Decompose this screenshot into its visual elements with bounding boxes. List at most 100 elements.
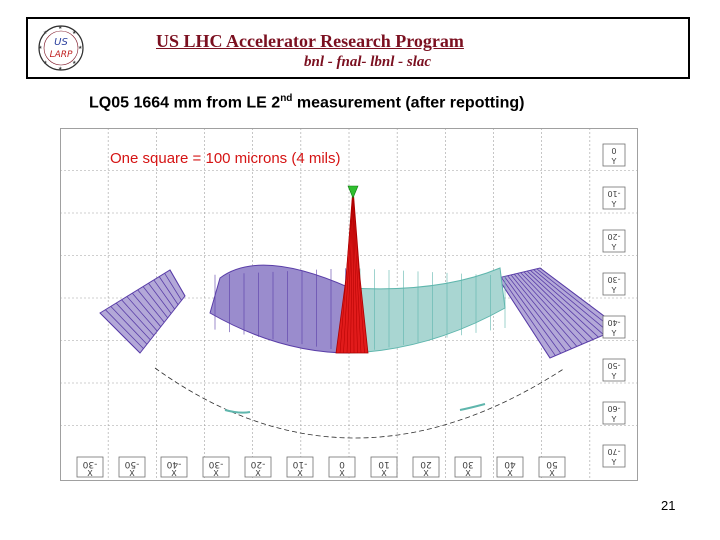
- left-pole-hatch: [132, 292, 162, 327]
- x-tick-label: 20: [420, 459, 432, 469]
- right-pole-hatch: [533, 269, 610, 333]
- page-number: 21: [661, 498, 676, 513]
- right-pole-hatch: [517, 273, 583, 345]
- scale-note: One square = 100 microns (4 mils): [110, 150, 341, 167]
- y-tick-label: -20: [607, 232, 620, 241]
- y-tick-label: -50: [607, 361, 620, 370]
- red-spike-hatch: [339, 189, 354, 354]
- svg-text:★: ★: [38, 45, 43, 51]
- x-axis-letter: X: [213, 469, 219, 478]
- spike-marker: [347, 185, 359, 199]
- left-pole-hatch: [110, 306, 148, 345]
- arc-highlight-left: [224, 409, 251, 414]
- svg-text:LARP: LARP: [50, 50, 73, 60]
- red-spike-hatch: [352, 189, 355, 354]
- x-axis-letter: X: [423, 469, 429, 478]
- y-tick-box: [602, 229, 626, 253]
- svg-text:★: ★: [43, 30, 48, 36]
- y-tick-label: -60: [607, 404, 620, 413]
- x-axis-letter: X: [507, 469, 513, 478]
- y-axis-letter: Y: [611, 243, 617, 252]
- red-spike-hatch: [352, 189, 365, 354]
- measurement-surface: [99, 185, 621, 359]
- left-pole-hatch: [99, 312, 141, 354]
- right-pole-hatch: [500, 277, 556, 356]
- reference-arc: [154, 367, 566, 439]
- x-tick-box: [328, 456, 356, 478]
- x-tick-box: [76, 456, 104, 478]
- program-title: US LHC Accelerator Research Program: [156, 31, 464, 51]
- svg-text:US: US: [54, 37, 68, 48]
- x-tick-label: -30: [208, 459, 223, 469]
- svg-text:★: ★: [43, 60, 48, 66]
- right-pole-hatch: [507, 275, 567, 352]
- arc-highlight-right: [459, 403, 486, 411]
- y-tick-label: -40: [607, 318, 620, 327]
- x-tick-label: -10: [292, 459, 307, 469]
- x-tick-label: 50: [546, 459, 558, 469]
- x-tick-label: -20: [250, 459, 265, 469]
- lab-list: bnl - fnal- lbnl - slac: [304, 54, 432, 70]
- left-pole-hatch: [126, 296, 158, 332]
- x-axis-letter: X: [171, 469, 177, 478]
- right-pole-hatch: [523, 271, 594, 340]
- x-axis-letter: X: [297, 469, 303, 478]
- right-pole-hatch: [497, 277, 551, 359]
- right-pole-hatch: [526, 270, 599, 338]
- us-larp-logo: ★ ★ ★ ★ ★ ★ ★ ★ US LARP: [38, 25, 84, 72]
- left-pole-hatch: [121, 299, 155, 336]
- x-tick-label: 40: [504, 459, 516, 469]
- x-tick-label: 10: [378, 459, 390, 469]
- center-band-left: [209, 264, 351, 354]
- right-pole-hatch: [530, 270, 605, 336]
- x-tick-box: [202, 456, 230, 478]
- y-tick-label: -10: [607, 189, 620, 198]
- x-tick-label: -40: [166, 459, 181, 469]
- x-tick-box: [160, 456, 188, 478]
- x-tick-label: -30: [82, 459, 97, 469]
- left-pole-hatch: [164, 273, 182, 301]
- y-tick-box: [602, 272, 626, 296]
- red-spike-hatch: [343, 189, 354, 354]
- y-tick-label: -30: [607, 275, 620, 284]
- y-axis: 0 Y -10 Y -20 Y -30 Y -40 Y -50 Y -60 Y -70 Y: [602, 143, 626, 468]
- x-axis-letter: X: [255, 469, 261, 478]
- left-pole-hatch: [142, 286, 169, 319]
- x-tick-box: [286, 456, 314, 478]
- left-pole-hatch: [158, 276, 179, 305]
- x-tick-box: [454, 456, 482, 478]
- y-tick-box: [602, 143, 626, 167]
- svg-text:★: ★: [58, 66, 63, 72]
- x-axis-letter: X: [339, 469, 345, 478]
- red-spike-hatch: [346, 189, 354, 354]
- right-pole-hatch: [520, 272, 588, 343]
- x-tick-label: 0: [339, 459, 345, 469]
- left-pole-hatch: [169, 269, 186, 297]
- left-pole-hatch: [148, 282, 172, 314]
- left-pole-hatch: [105, 309, 144, 349]
- y-axis-letter: Y: [611, 458, 617, 467]
- x-tick-box: [118, 456, 146, 478]
- left-pole-hatch: [137, 289, 165, 323]
- x-tick-label: 30: [462, 459, 474, 469]
- x-axis-letter: X: [381, 469, 387, 478]
- x-tick-box: [496, 456, 524, 478]
- x-tick-box: [244, 456, 272, 478]
- measurement-plot: -30X-50X-40X-30X-20X-10X0X10X20X30X40X50…: [60, 128, 638, 481]
- left-pole-hatch: [153, 279, 175, 310]
- x-axis-letter: X: [129, 469, 135, 478]
- svg-text:★: ★: [72, 30, 77, 36]
- x-axis: -30X-50X-40X-30X-20X-10X0X10X20X30X40X50…: [76, 456, 566, 478]
- y-axis-letter: Y: [611, 286, 617, 295]
- y-axis-letter: Y: [611, 415, 617, 424]
- x-tick-label: -50: [124, 459, 139, 469]
- right-pole-hatch: [513, 273, 578, 347]
- y-tick-box: [602, 444, 626, 468]
- y-tick-box: [602, 358, 626, 382]
- y-axis-letter: Y: [611, 157, 617, 166]
- y-axis-letter: Y: [611, 372, 617, 381]
- right-pole-hatch: [504, 276, 562, 354]
- y-tick-label: -70: [607, 447, 620, 456]
- y-tick-box: [602, 401, 626, 425]
- header-banner: ★ ★ ★ ★ ★ ★ ★ ★ US LARP US LHC Accelerator Re…: [26, 17, 690, 79]
